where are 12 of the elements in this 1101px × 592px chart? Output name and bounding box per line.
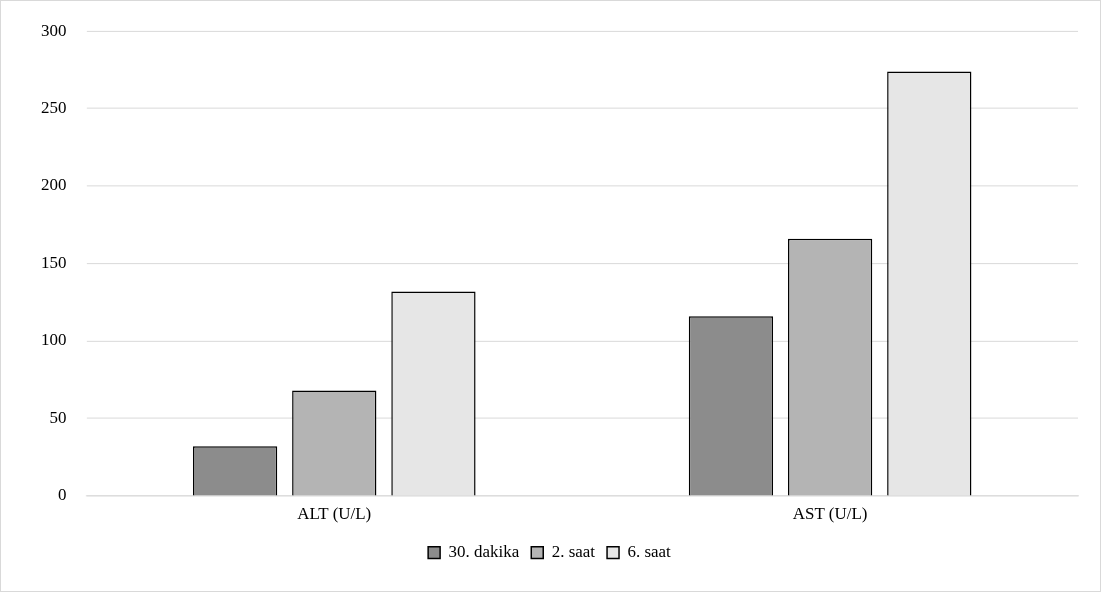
legend-label: 30. dakika bbox=[448, 542, 520, 562]
y-tick-label: 150 bbox=[40, 252, 67, 272]
y-tick-label: 200 bbox=[40, 175, 67, 195]
y-tick-label: 0 bbox=[57, 485, 67, 505]
x-tick-label: ALT (U/L) bbox=[297, 503, 372, 523]
y-tick-label: 300 bbox=[40, 20, 67, 40]
y-tick-label: 50 bbox=[49, 407, 67, 427]
y-tick-label: 100 bbox=[40, 330, 67, 350]
x-tick-label: AST (U/L) bbox=[792, 503, 868, 523]
y-tick-label: 250 bbox=[40, 98, 67, 118]
legend-label: 2. saat bbox=[551, 542, 596, 562]
legend-label: 6. saat bbox=[627, 542, 672, 562]
